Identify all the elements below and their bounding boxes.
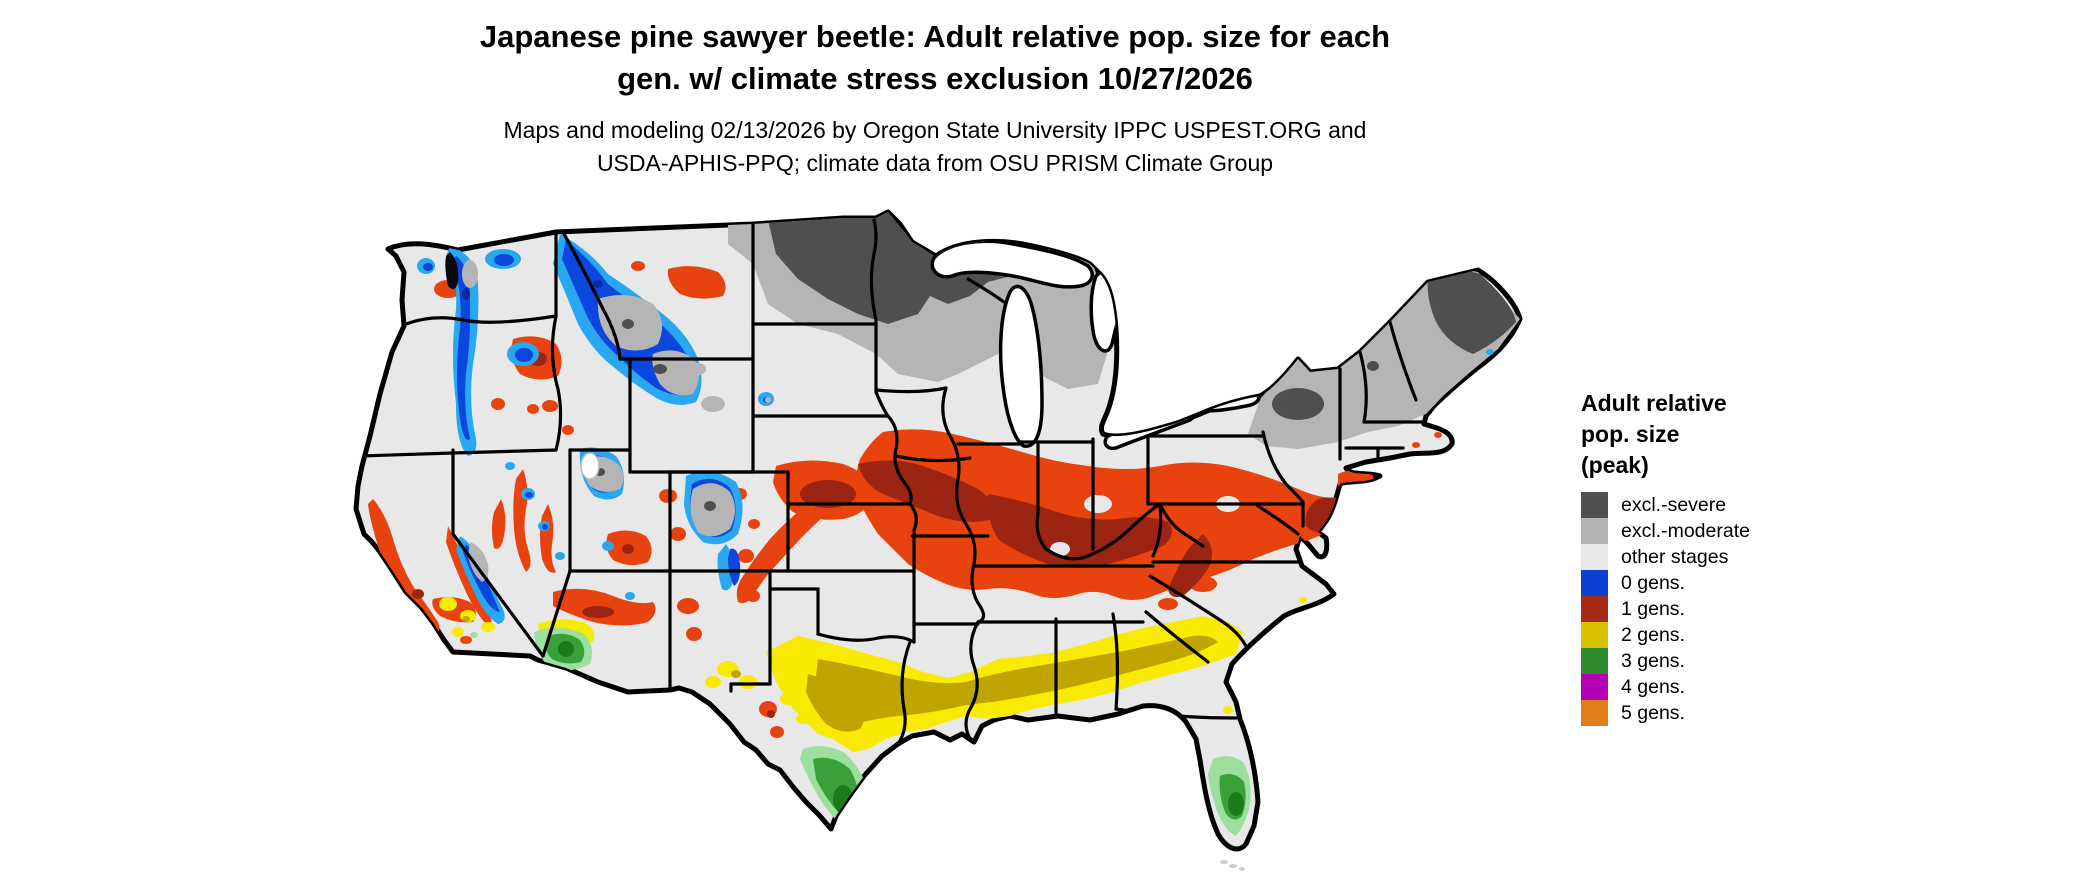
- 2-gens-swatch: [1581, 622, 1608, 648]
- excl-severe-swatch: [1581, 492, 1608, 518]
- excl-moderate-swatch: [1581, 518, 1608, 544]
- legend-item-label: other stages: [1621, 545, 1729, 568]
- 4-gens-swatch: [1581, 674, 1608, 700]
- legend-item-excl-moderate: excl.-moderate: [1581, 518, 1911, 544]
- 1-gens-swatch: [1581, 596, 1608, 622]
- state-borders: [358, 218, 1428, 746]
- legend-item-label: 0 gens.: [1621, 571, 1685, 594]
- legend-item-3-gens: 3 gens.: [1581, 648, 1911, 674]
- legend-item-other-stages: other stages: [1581, 544, 1911, 570]
- 5-gens-swatch: [1581, 700, 1608, 726]
- legend-item-label: 4 gens.: [1621, 675, 1685, 698]
- map-layer-other-stages-patches: [1050, 495, 1240, 556]
- great-salt-lake: [580, 452, 600, 480]
- 0-gens-swatch: [1581, 570, 1608, 596]
- map-layer-excl-severe: [768, 212, 1516, 420]
- legend-items: excl.-severe excl.-moderate other stages…: [1581, 492, 1911, 726]
- legend-item-4-gens: 4 gens.: [1581, 674, 1911, 700]
- legend-item-label: excl.-moderate: [1621, 519, 1750, 542]
- florida-keys: [1220, 860, 1245, 871]
- legend-item-label: 2 gens.: [1621, 623, 1685, 646]
- legend-item-0-gens: 0 gens.: [1581, 570, 1911, 596]
- page-title: Japanese pine sawyer beetle: Adult relat…: [479, 19, 1391, 96]
- legend-item-label: excl.-severe: [1621, 493, 1727, 516]
- legend-item-excl-severe: excl.-severe: [1581, 492, 1911, 518]
- other-stages-swatch: [1581, 544, 1608, 570]
- legend-item-label: 3 gens.: [1621, 649, 1685, 672]
- lake-superior: [930, 239, 1094, 289]
- legend-item-label: 1 gens.: [1621, 597, 1685, 620]
- legend: Adult relative pop. size (peak) excl.-se…: [1581, 388, 1911, 726]
- page-subtitle: Maps and modeling 02/13/2026 by Oregon S…: [503, 117, 1367, 176]
- us-map: [298, 204, 1543, 892]
- header: Japanese pine sawyer beetle: Adult relat…: [0, 16, 1870, 180]
- legend-item-label: 5 gens.: [1621, 701, 1685, 724]
- map-layer-1-gens-core: [412, 352, 1347, 718]
- lake-michigan: [998, 284, 1044, 448]
- us-map-svg: [353, 209, 1523, 871]
- 3-gens-swatch: [1581, 648, 1608, 674]
- lake-huron: [1089, 265, 1159, 353]
- legend-title: Adult relative pop. size (peak): [1581, 390, 1727, 478]
- legend-item-2-gens: 2 gens.: [1581, 622, 1911, 648]
- legend-item-1-gens: 1 gens.: [1581, 596, 1911, 622]
- puget-sound: [445, 252, 459, 290]
- legend-item-5-gens: 5 gens.: [1581, 700, 1911, 726]
